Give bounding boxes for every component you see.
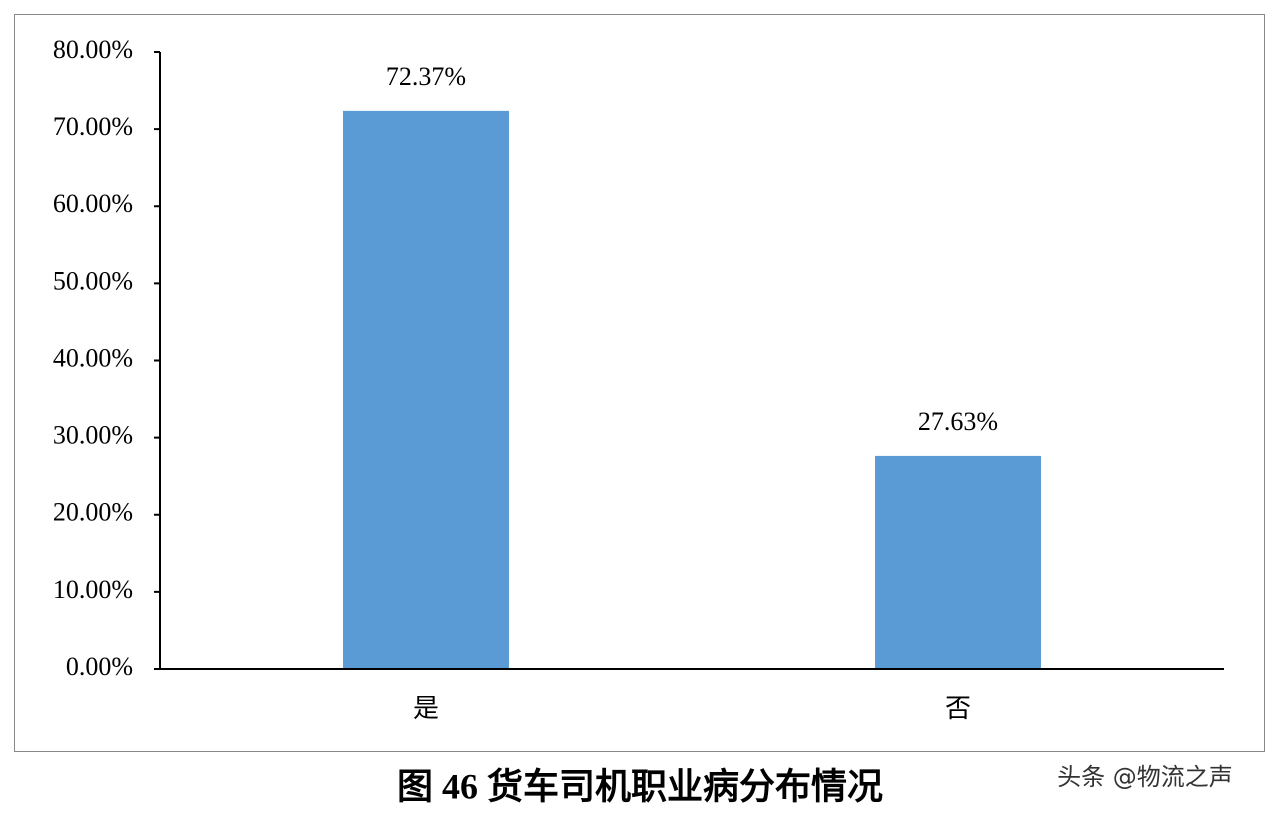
- x-tick-label: 是: [413, 694, 439, 723]
- y-tick-label: 70.00%: [53, 112, 133, 141]
- value-label: 72.37%: [386, 62, 466, 91]
- chart-frame: [14, 14, 1265, 752]
- bar: [875, 455, 1041, 669]
- y-tick-label: 10.00%: [53, 575, 133, 604]
- y-tick-label: 40.00%: [53, 343, 133, 372]
- y-tick-label: 20.00%: [53, 498, 133, 527]
- y-tick-label: 60.00%: [53, 189, 133, 218]
- value-label: 27.63%: [918, 407, 998, 436]
- watermark: 头条 @物流之声: [1057, 763, 1233, 791]
- bar: [343, 110, 509, 669]
- y-tick-label: 30.00%: [53, 421, 133, 450]
- y-tick-label: 80.00%: [53, 35, 133, 64]
- y-tick-label: 0.00%: [66, 652, 133, 681]
- y-tick-label: 50.00%: [53, 266, 133, 295]
- x-tick-label: 否: [945, 694, 971, 723]
- chart-caption: 图 46 货车司机职业病分布情况: [397, 766, 883, 806]
